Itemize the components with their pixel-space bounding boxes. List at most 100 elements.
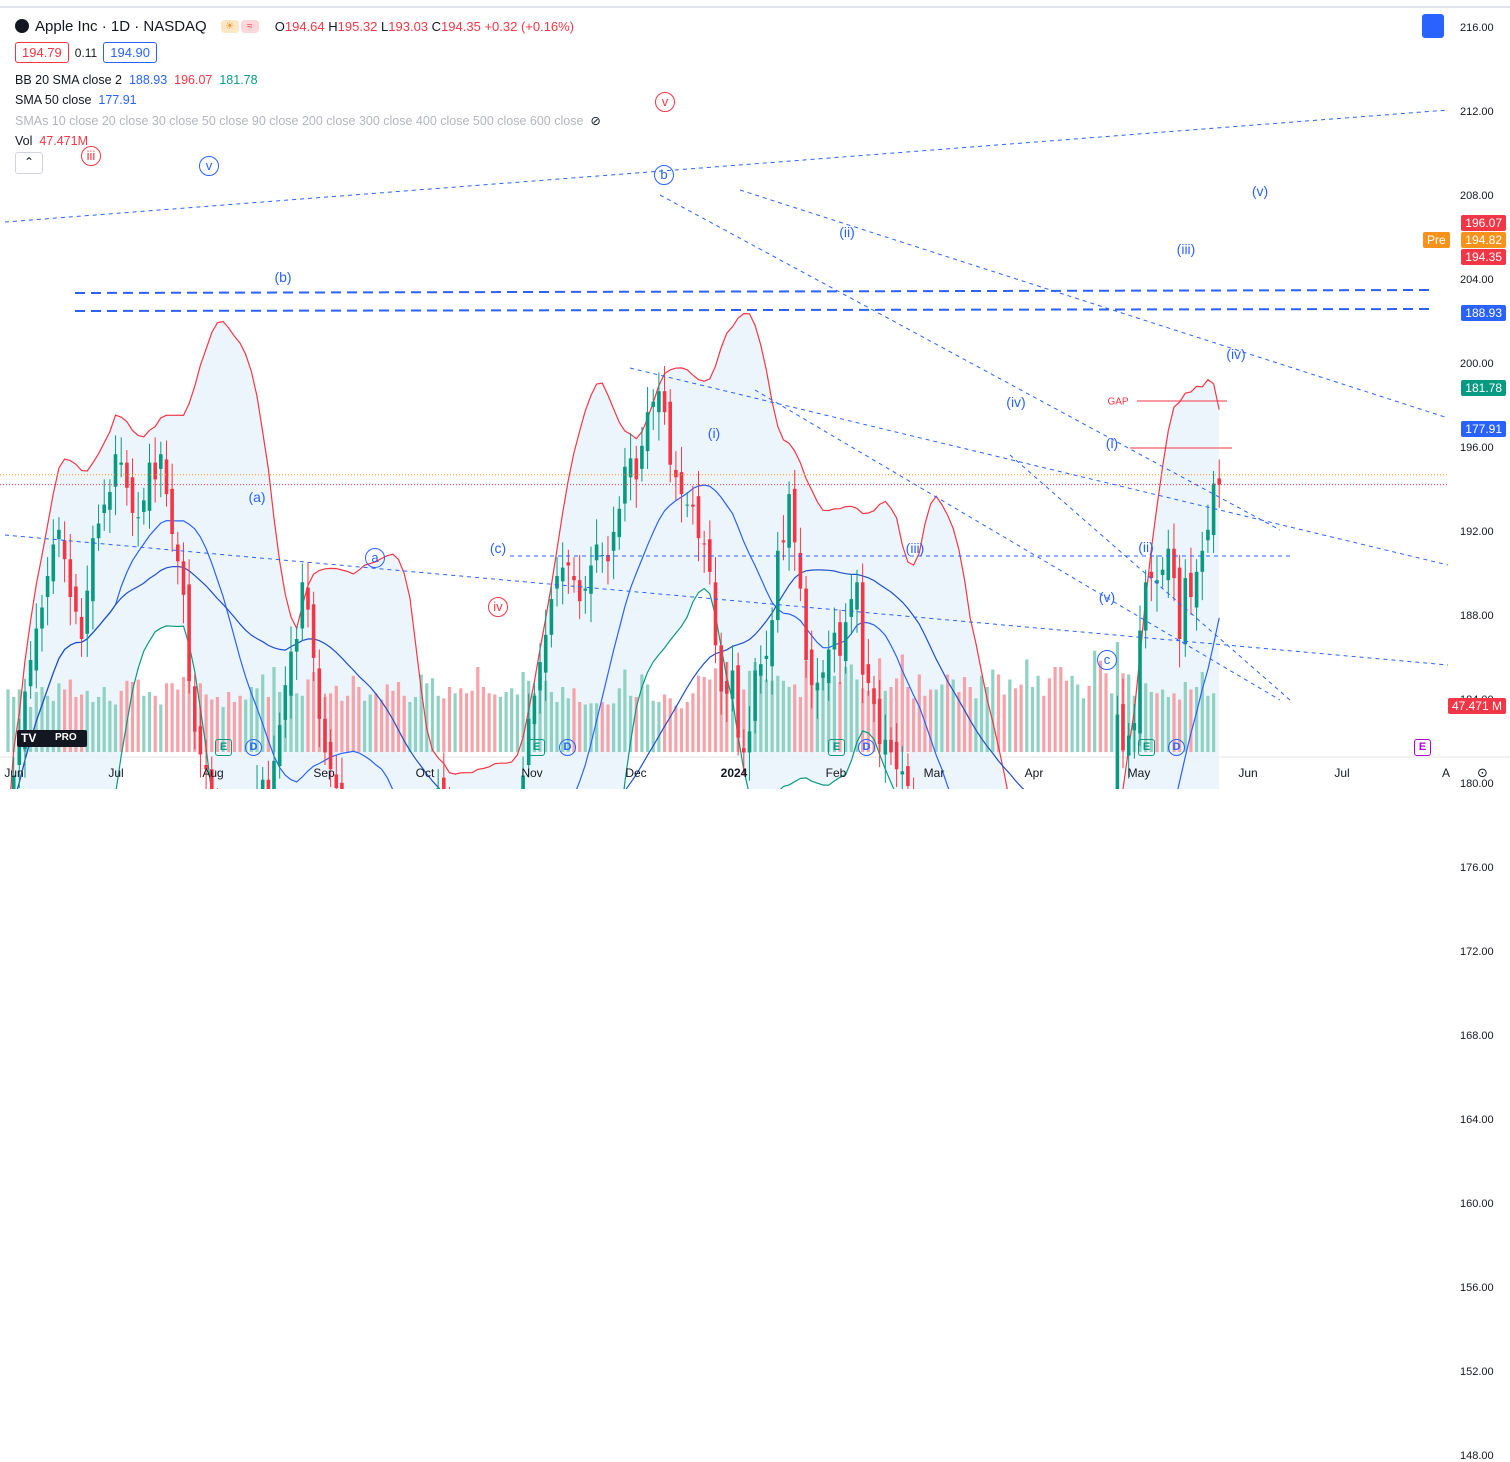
trend-line[interactable] bbox=[1009, 454, 1291, 701]
volume-bar bbox=[940, 684, 944, 752]
volume-bar bbox=[895, 678, 899, 753]
wave-circle-label[interactable]: v bbox=[199, 156, 219, 176]
resistance-line[interactable] bbox=[74, 289, 1431, 294]
volume-bar bbox=[136, 679, 140, 752]
open-value: 194.64 bbox=[284, 18, 325, 34]
price-chart[interactable] bbox=[0, 0, 1510, 789]
volume-bar bbox=[1030, 687, 1035, 752]
volume-bar bbox=[51, 700, 55, 753]
volume-bar bbox=[979, 675, 984, 753]
wave-circle-label[interactable]: iv bbox=[488, 597, 508, 617]
volume-bar bbox=[804, 660, 808, 753]
wave-label[interactable]: (a) bbox=[248, 489, 266, 505]
volume-bar bbox=[946, 674, 950, 752]
wave-icon[interactable]: ≈ bbox=[240, 19, 259, 33]
wave-label[interactable]: (v) bbox=[1251, 183, 1269, 199]
support-line[interactable] bbox=[74, 308, 1431, 312]
candle-body bbox=[181, 561, 186, 595]
earnings-event-icon[interactable]: E bbox=[528, 739, 545, 756]
wave-label[interactable]: (iii) bbox=[1176, 241, 1196, 257]
wave-label[interactable]: (i) bbox=[1105, 435, 1119, 451]
wave-label[interactable]: (v) bbox=[1098, 589, 1116, 605]
volume-bar bbox=[357, 687, 361, 752]
time-axis-label: Jul bbox=[108, 766, 124, 780]
candle-body bbox=[781, 540, 786, 543]
symbol-title[interactable]: Apple Inc · 1D · NASDAQ bbox=[35, 17, 207, 35]
candle-body bbox=[679, 472, 684, 495]
candle-body bbox=[51, 544, 56, 582]
last-price-tag: 194.35 bbox=[1461, 249, 1506, 265]
wave-circle-label[interactable]: a bbox=[365, 548, 385, 568]
vol-indicator-legend[interactable]: Vol 47.471M bbox=[15, 134, 601, 148]
bb-upper-line[interactable] bbox=[8, 312, 1220, 789]
dividend-event-icon[interactable]: D bbox=[858, 739, 875, 756]
volume-bar bbox=[255, 688, 259, 753]
trend-line[interactable] bbox=[4, 109, 1449, 223]
wave-circle-label[interactable]: b bbox=[654, 165, 674, 185]
market-status-icons[interactable]: ☀ ≈ bbox=[220, 19, 261, 33]
wave-circle-label[interactable]: c bbox=[1097, 650, 1117, 670]
sell-button[interactable]: 194.79 bbox=[15, 42, 69, 63]
close-label: C bbox=[431, 18, 442, 34]
dividend-event-icon[interactable]: D bbox=[559, 739, 576, 756]
sma50-line[interactable] bbox=[8, 565, 1219, 790]
price-axis-label: 160.00 bbox=[1460, 1198, 1494, 1210]
sun-icon[interactable]: ☀ bbox=[220, 19, 239, 33]
volume-bar bbox=[238, 695, 242, 753]
wave-label[interactable]: (c) bbox=[489, 540, 507, 556]
wave-label[interactable]: (b) bbox=[274, 269, 292, 285]
wave-label[interactable]: (ii) bbox=[1138, 539, 1154, 555]
earnings-event-icon[interactable]: E bbox=[215, 739, 232, 756]
bb-indicator-legend[interactable]: BB 20 SMA close 2 188.93 196.07 181.78 bbox=[15, 73, 601, 87]
wave-label[interactable]: (iii) bbox=[905, 540, 925, 556]
wave-circle-label[interactable]: iii bbox=[81, 146, 101, 166]
wave-label[interactable]: (i) bbox=[707, 425, 721, 441]
volume-bar bbox=[125, 680, 129, 753]
volume-bar bbox=[798, 697, 802, 752]
wave-label[interactable]: (iv) bbox=[1006, 394, 1026, 410]
collapse-legend-button[interactable]: ⌃ bbox=[15, 152, 43, 174]
dividend-event-icon[interactable]: D bbox=[1168, 739, 1185, 756]
volume-bar bbox=[866, 690, 870, 753]
volume-bar bbox=[334, 685, 338, 753]
bb-lower-line[interactable] bbox=[8, 587, 1219, 789]
volume-bar bbox=[912, 698, 916, 753]
wave-circle-label[interactable]: v bbox=[655, 92, 675, 112]
volume-bar bbox=[640, 674, 644, 752]
hidden-eye-icon[interactable]: ⊘ bbox=[586, 114, 601, 128]
volume-bar bbox=[108, 700, 112, 753]
bb-basis-line[interactable] bbox=[8, 484, 1220, 789]
volume-bar bbox=[679, 708, 684, 753]
candle-body bbox=[1172, 548, 1176, 579]
candle-body bbox=[691, 504, 695, 507]
volume-bar bbox=[646, 684, 650, 752]
tradingview-logo[interactable]: TV PRO bbox=[17, 730, 87, 747]
time-axis-label: Oct bbox=[415, 766, 435, 780]
candle-body bbox=[323, 718, 327, 753]
volume-bar bbox=[787, 687, 791, 752]
volume-bar bbox=[617, 688, 621, 753]
earnings-event-icon[interactable]: E bbox=[1414, 739, 1431, 756]
volume-bar bbox=[696, 675, 701, 753]
candle-body bbox=[860, 582, 865, 675]
trend-line[interactable] bbox=[754, 389, 1281, 701]
wave-label[interactable]: (ii) bbox=[839, 224, 855, 240]
volume-bar bbox=[6, 689, 10, 752]
earnings-event-icon[interactable]: E bbox=[1138, 739, 1155, 756]
trend-line[interactable] bbox=[4, 534, 1449, 666]
candle-body bbox=[555, 576, 559, 589]
price-axis-label: 152.00 bbox=[1460, 1366, 1494, 1378]
reset-icon[interactable]: ⊙ bbox=[1477, 765, 1488, 780]
candle-body bbox=[776, 550, 780, 621]
wave-label[interactable]: (iv) bbox=[1226, 346, 1246, 362]
sma50-value: 177.91 bbox=[98, 93, 137, 107]
smas-indicator-legend[interactable]: SMAs 10 close 20 close 30 close 50 close… bbox=[15, 113, 601, 128]
buy-button[interactable]: 194.90 bbox=[103, 42, 157, 63]
trend-line[interactable] bbox=[659, 194, 1281, 531]
trend-line[interactable] bbox=[739, 189, 1449, 419]
fullscreen-icon[interactable] bbox=[1422, 14, 1444, 38]
dividend-event-icon[interactable]: D bbox=[245, 739, 262, 756]
earnings-event-icon[interactable]: E bbox=[828, 739, 845, 756]
volume-bar bbox=[63, 689, 67, 752]
sma50-indicator-legend[interactable]: SMA 50 close 177.91 bbox=[15, 93, 601, 107]
